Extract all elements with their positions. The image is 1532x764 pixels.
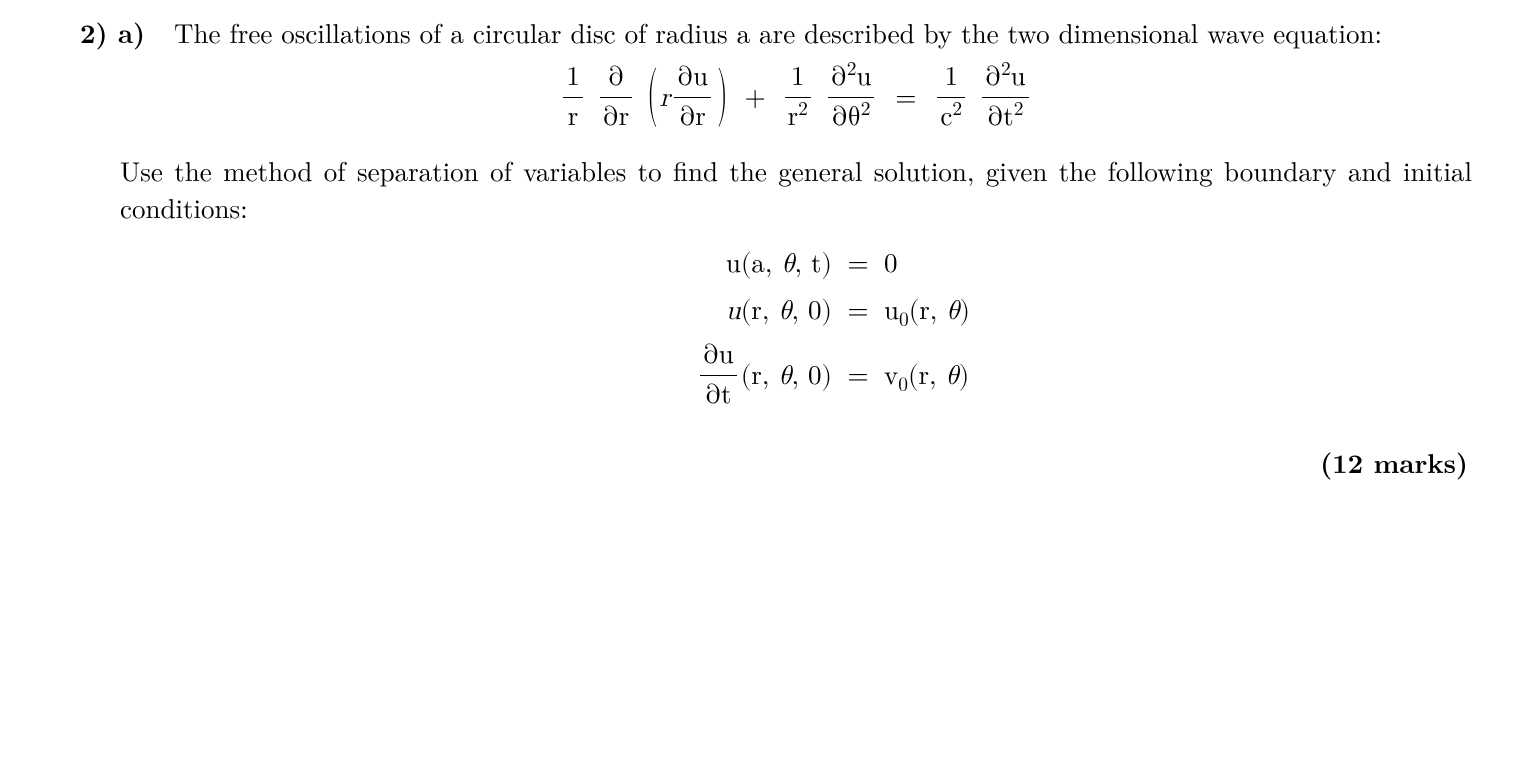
- condition-row-3: ∂u∂t(r, θ, 0) = v0(r, θ): [622, 340, 970, 416]
- equals-sign: =: [895, 85, 916, 112]
- problem-2a: 2) a) The free oscillations of a circula…: [80, 14, 1472, 480]
- frac5-den: c2: [940, 104, 962, 131]
- frac3-num: 1: [791, 64, 805, 91]
- right-paren: ): [717, 57, 728, 137]
- left-paren: (: [647, 57, 658, 137]
- intro-paragraph-1: The free oscillations of a circular disc…: [120, 14, 1472, 50]
- frac6-num: ∂2u: [985, 64, 1026, 91]
- question-number: 2): [80, 12, 108, 51]
- paren-frac-num: ∂u: [677, 64, 708, 91]
- wave-equation: 1r ∂∂r (r∂u∂r) + 1r2 ∂2u∂θ2 = 1c2 ∂2u∂t2: [120, 62, 1472, 138]
- frac5-num: 1: [945, 64, 959, 91]
- question-label: 2) a): [80, 14, 145, 50]
- question-body: The free oscillations of a circular disc…: [120, 14, 1472, 480]
- bc1-rhs: 0: [884, 247, 898, 283]
- frac6-den: ∂t2: [987, 104, 1023, 131]
- bc2-rhs: u0(r, θ): [884, 294, 970, 330]
- bc2-eq: =: [841, 294, 875, 330]
- paren-frac-den: ∂r: [679, 104, 705, 131]
- wave-equation-math: 1r ∂∂r (r∂u∂r) + 1r2 ∂2u∂θ2 = 1c2 ∂2u∂t2: [559, 85, 1032, 112]
- frac2-den: ∂r: [603, 104, 629, 131]
- bc3-eq: =: [841, 359, 875, 395]
- intro-paragraph-2: Use the method of separation of variable…: [120, 152, 1472, 225]
- frac4-den: ∂θ2: [832, 104, 871, 131]
- frac2-num: ∂: [608, 64, 624, 91]
- condition-row-1: u(a, θ, t) = 0: [622, 247, 970, 283]
- frac4-num: ∂2u: [831, 64, 872, 91]
- bc3-frac-num: ∂u: [703, 342, 734, 369]
- boundary-conditions: u(a, θ, t) = 0 u(r, θ, 0) = u0(r, θ) ∂u ∂…: [120, 237, 1472, 426]
- frac1-num: 1: [566, 64, 580, 91]
- bc3-rhs: v0(r, θ): [884, 359, 969, 395]
- bc3-frac-den: ∂t: [705, 382, 731, 409]
- bc1-lhs: u(a, θ, t): [622, 247, 832, 283]
- bc1-eq: =: [841, 247, 875, 283]
- frac1-den: r: [568, 104, 579, 131]
- frac3-den: r2: [788, 104, 808, 131]
- conditions-group: u(a, θ, t) = 0 u(r, θ, 0) = u0(r, θ) ∂u ∂…: [622, 237, 970, 426]
- question-part: a): [118, 12, 145, 51]
- paren-coeff: r: [660, 85, 671, 112]
- plus-sign: +: [745, 85, 766, 112]
- bc3-lhs: ∂u∂t(r, θ, 0): [622, 340, 832, 416]
- bc2-lhs: u(r, θ, 0): [622, 294, 832, 330]
- page: 2) a) The free oscillations of a circula…: [0, 0, 1532, 480]
- condition-row-2: u(r, θ, 0) = u0(r, θ): [622, 294, 970, 330]
- marks-label: (12 marks): [120, 444, 1468, 480]
